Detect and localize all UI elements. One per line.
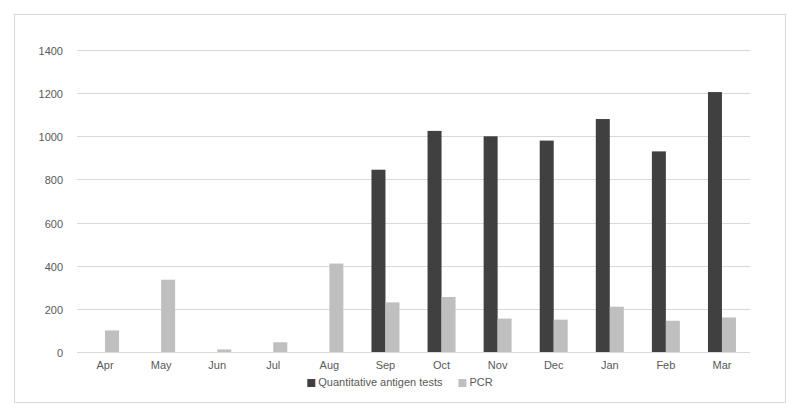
x-tick-label: Dec: [544, 359, 564, 371]
bar: [652, 151, 666, 352]
x-tick-label: Nov: [488, 359, 508, 371]
bar: [596, 119, 610, 352]
legend-swatch: [458, 379, 466, 387]
x-tick-label: Apr: [96, 359, 113, 371]
grid-line: [77, 266, 750, 267]
x-tick-label: Oct: [433, 359, 450, 371]
bar: [105, 330, 119, 352]
y-tick-label: 200: [45, 304, 63, 316]
bar: [484, 136, 498, 352]
bar: [217, 349, 231, 352]
x-tick-label: Mar: [712, 359, 731, 371]
grid-line: [77, 309, 750, 310]
bar: [666, 321, 680, 352]
y-tick-label: 600: [45, 218, 63, 230]
x-tick-label: Aug: [320, 359, 340, 371]
y-tick-label: 0: [57, 347, 63, 359]
bar: [428, 131, 442, 352]
x-tick-label: Jan: [601, 359, 619, 371]
bar: [273, 342, 287, 352]
x-tick-label: Jul: [266, 359, 280, 371]
legend-label: PCR: [469, 376, 492, 388]
x-tick-label: Jun: [208, 359, 226, 371]
bar: [708, 92, 722, 352]
bar: [498, 319, 512, 352]
bar: [554, 320, 568, 352]
chart: 0 200 400 600 800 1000 1200 1400 Apr May Jun Jul Aug…: [0, 0, 800, 417]
bar: [385, 302, 399, 352]
legend: Quantitative antigen tests PCR: [307, 376, 492, 388]
y-tick-label: 1200: [39, 88, 63, 100]
y-tick-label: 1400: [39, 45, 63, 57]
bar: [329, 264, 343, 352]
x-tick-label: May: [151, 359, 172, 371]
y-tick-label: 800: [45, 174, 63, 186]
x-tick-label: Sep: [376, 359, 396, 371]
grid-line: [77, 93, 750, 94]
bar: [722, 317, 736, 352]
bars: [105, 92, 736, 352]
y-tick-label: 400: [45, 261, 63, 273]
bar: [371, 170, 385, 352]
bar: [610, 307, 624, 352]
x-tick-label: Feb: [656, 359, 675, 371]
legend-swatch: [307, 379, 315, 387]
bar: [540, 141, 554, 352]
grid-line: [77, 136, 750, 137]
bar: [442, 297, 456, 352]
grid-line: [77, 352, 750, 353]
chart-border: [15, 15, 786, 403]
grid: [77, 51, 750, 353]
legend-label: Quantitative antigen tests: [318, 376, 443, 388]
y-tick-label: 1000: [39, 131, 63, 143]
grid-line: [77, 223, 750, 224]
bar: [161, 280, 175, 352]
grid-line: [77, 179, 750, 180]
grid-line: [77, 50, 750, 51]
